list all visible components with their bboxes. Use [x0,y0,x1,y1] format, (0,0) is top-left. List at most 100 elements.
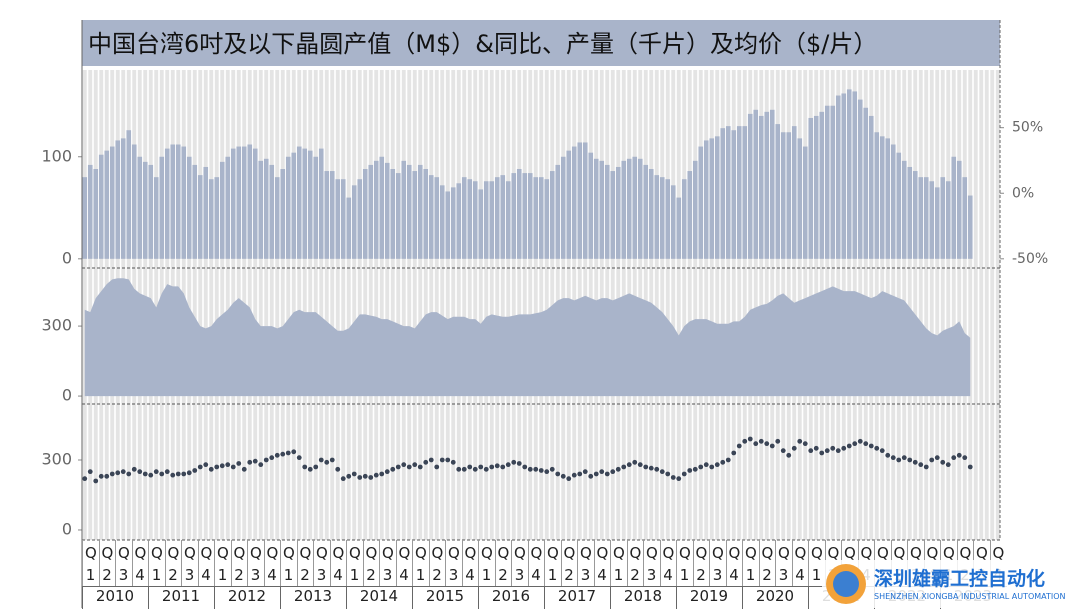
bar [879,136,885,259]
point [742,438,748,444]
quarter-label: Q2 [233,544,246,584]
year-cell [82,586,149,609]
bar [775,124,781,259]
point [775,438,781,444]
bar [835,95,841,259]
point [516,461,522,466]
bar [819,111,825,259]
point [274,452,280,458]
bar [555,164,561,259]
point [951,455,957,461]
point [505,462,511,468]
point [802,441,808,447]
point [335,466,341,472]
y-tick-label: 0 [62,386,72,405]
quarter-label: Q3 [712,544,724,584]
bar [417,164,423,259]
point [753,441,759,447]
bar [769,109,775,259]
point [478,464,484,470]
quarter-label: Q1 [613,544,625,584]
point [280,451,286,457]
year-cell [610,586,677,609]
point [577,471,583,477]
quarter-cell [280,540,298,586]
point [428,457,434,463]
point [940,459,946,465]
quarter-label: Q4 [464,544,477,584]
bar [500,175,506,259]
bar [291,152,297,259]
point [736,443,742,449]
bar [846,89,852,259]
quarter-cell [214,540,232,586]
point [489,464,495,470]
bar [263,158,269,259]
quarter-cell [560,540,579,586]
bar [428,175,434,259]
quarter-cell [164,540,183,586]
bar [665,179,671,259]
point [104,473,110,479]
bar [280,169,286,259]
point [896,457,902,463]
year-cell [544,586,611,609]
bar [956,160,962,259]
quarter-label: Q1 [547,544,559,584]
bar [951,156,957,259]
bar [82,177,88,259]
year-cell [676,586,743,609]
quarter-label: Q3 [580,544,592,584]
quarter-cell [412,540,430,586]
point [291,449,297,455]
watermark: 深圳雄霸工控自动化 SHENZHEN XIONGBA INDUSTRIAL AU… [822,560,1080,608]
point [676,476,682,482]
point [197,464,203,470]
quarter-label: Q1 [283,544,295,584]
y2-tick-label: -50% [1012,251,1048,267]
bar [285,156,291,259]
bar [423,169,429,259]
quarter-cell [181,540,199,586]
bar [934,187,940,259]
point [555,471,561,477]
quarter-cell [346,540,364,586]
point [362,473,368,479]
point [670,475,676,480]
point [830,445,836,451]
bar [313,156,319,259]
point [186,470,192,476]
bar [197,175,203,259]
quarter-cell [643,540,661,586]
quarter-cell [131,540,150,586]
quarter-label: Q4 [266,544,279,584]
quarter-label: Q4 [662,544,675,584]
quarter-cell [461,540,480,586]
point [214,464,220,470]
bar [252,148,258,259]
quarter-cell [148,540,166,586]
bar [648,169,654,259]
bar [439,185,445,259]
point [472,466,478,472]
bar [670,185,676,259]
point [901,455,907,461]
bar [681,179,687,259]
point [439,457,445,463]
bar [494,177,500,259]
point [632,459,638,465]
point [522,464,528,470]
point [571,472,577,478]
quarter-label: Q2 [761,544,774,584]
quarter-cell [527,540,546,586]
bar [450,187,456,259]
bar [637,158,643,259]
point [269,455,275,461]
point [604,471,610,477]
point [797,438,803,444]
point [423,459,429,465]
bar [395,173,401,259]
point [247,459,253,465]
y-tick-label: 300 [41,316,72,335]
